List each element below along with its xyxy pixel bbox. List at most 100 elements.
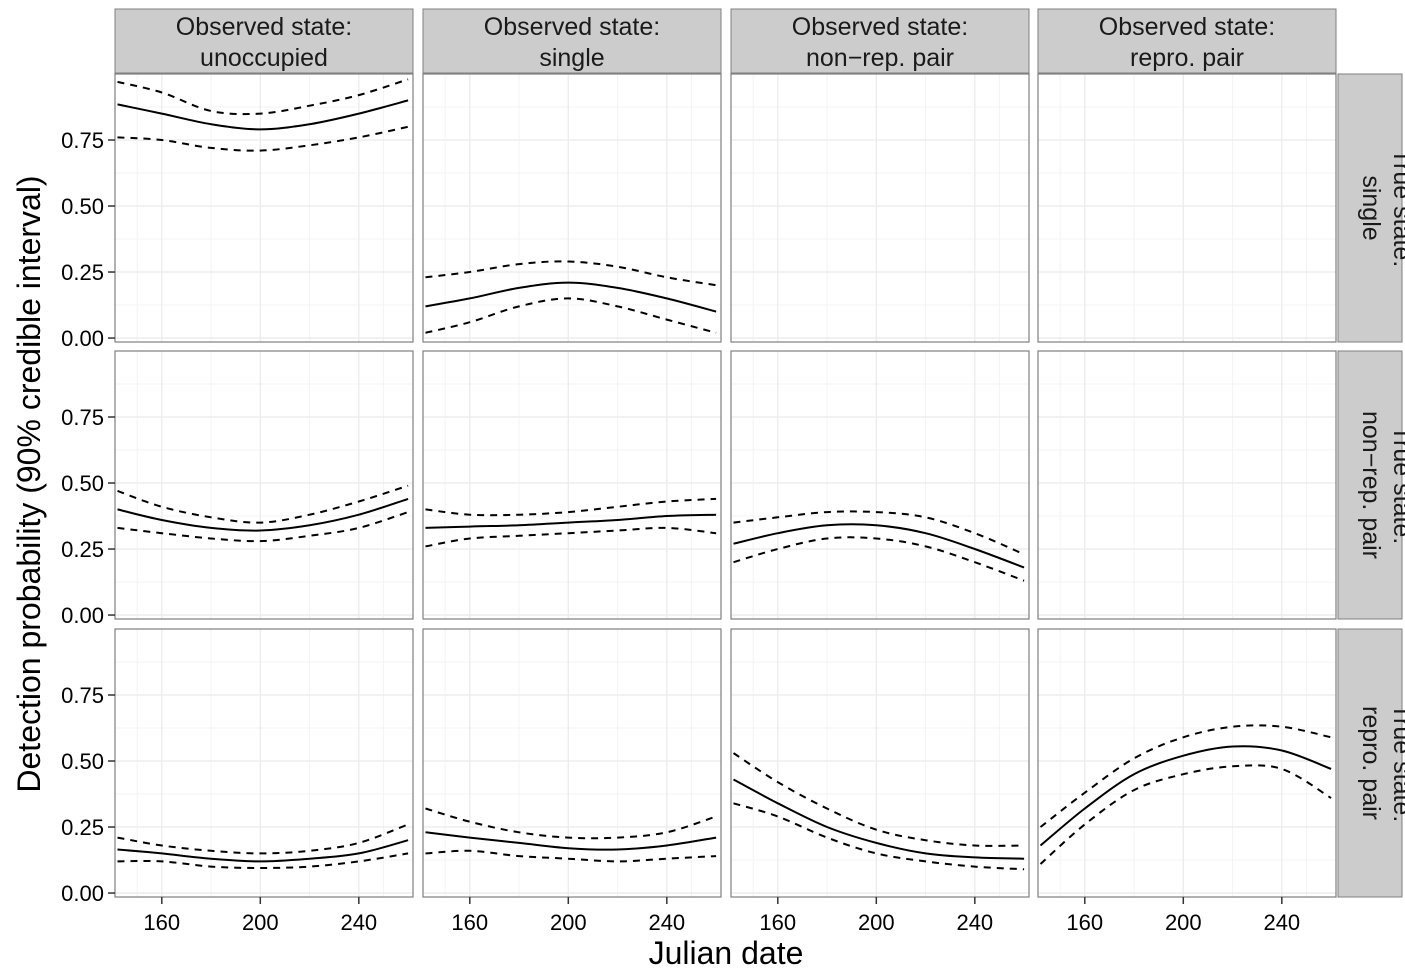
row-strip-bg xyxy=(1337,628,1403,898)
col-strip-bg xyxy=(114,8,414,74)
facet-panel xyxy=(1037,73,1337,343)
lower-bound-line xyxy=(117,511,409,543)
panel-border xyxy=(422,73,722,343)
facet-panel xyxy=(730,350,1030,620)
facet-panel xyxy=(114,73,414,343)
panel-bg xyxy=(731,351,1029,619)
upper-bound-line xyxy=(117,823,409,855)
panel-border xyxy=(730,350,1030,620)
row-strip-bg xyxy=(1337,73,1403,343)
mean-line xyxy=(733,778,1025,860)
lower-bound-line xyxy=(425,526,717,548)
facet-panel xyxy=(114,628,414,898)
x-tick-label: 240 xyxy=(1263,910,1300,935)
col-strip: Observed state: unoccupied xyxy=(114,8,414,74)
y-tick-label: 0.00 xyxy=(61,326,104,351)
row-strip-bg xyxy=(1337,350,1403,620)
facet-panel xyxy=(422,350,722,620)
panel-bg xyxy=(1038,351,1336,619)
panel-border xyxy=(1037,350,1337,620)
row-strip: True state:single xyxy=(1337,73,1405,343)
col-strip-label: repro. pair xyxy=(1130,44,1244,72)
x-tick-label: 160 xyxy=(451,910,488,935)
row-strip-label: True state: xyxy=(1388,149,1405,268)
mean-line xyxy=(733,523,1025,569)
panel-bg xyxy=(115,629,413,897)
x-axis-title: Julian date xyxy=(649,935,804,970)
x-tick-label: 200 xyxy=(550,910,587,935)
panel-border xyxy=(114,628,414,898)
panel-bg xyxy=(423,629,721,897)
x-tick-label: 160 xyxy=(1066,910,1103,935)
lower-bound-line xyxy=(1039,764,1332,865)
col-strip-bg xyxy=(422,8,722,74)
upper-bound-line xyxy=(117,78,409,116)
mean-line xyxy=(117,839,409,863)
upper-bound-line xyxy=(117,484,409,524)
row-strip-label: single xyxy=(1357,175,1385,240)
x-tick-label: 160 xyxy=(759,910,796,935)
col-strip-label: non−rep. pair xyxy=(806,44,954,72)
upper-bound-line xyxy=(732,752,1025,847)
panel-border xyxy=(1037,628,1337,898)
panel-bg xyxy=(731,74,1029,342)
upper-bound-line xyxy=(425,260,717,287)
facet-panel xyxy=(422,73,722,343)
x-tick-label: 240 xyxy=(340,910,377,935)
lower-bound-line xyxy=(117,125,409,152)
panel-border xyxy=(730,628,1030,898)
panel-border xyxy=(422,628,722,898)
facet-panel xyxy=(730,628,1030,898)
x-tick-label: 200 xyxy=(242,910,279,935)
y-tick-label: 0.00 xyxy=(61,881,104,906)
mean-line xyxy=(117,99,409,131)
x-tick-label: 160 xyxy=(143,910,180,935)
panel-bg xyxy=(115,74,413,342)
col-strip-label: Observed state: xyxy=(484,13,660,41)
col-strip-label: single xyxy=(539,44,604,72)
upper-bound-line xyxy=(425,497,717,517)
row-strip: True state:non−rep. pair xyxy=(1337,350,1405,620)
mean-line xyxy=(425,831,717,851)
panel-bg xyxy=(1038,74,1336,342)
panel-bg xyxy=(731,629,1029,897)
mean-line xyxy=(425,513,717,529)
panel-border xyxy=(730,73,1030,343)
facet-panel xyxy=(114,350,414,620)
y-tick-label: 0.25 xyxy=(61,537,104,562)
col-strip: Observed state: single xyxy=(422,8,722,74)
upper-bound-line xyxy=(1039,724,1332,828)
panel-border xyxy=(114,73,414,343)
panel-bg xyxy=(1038,629,1336,897)
lower-bound-line xyxy=(733,536,1025,582)
col-strip-bg xyxy=(1037,8,1337,74)
row-strip-label: non−rep. pair xyxy=(1357,411,1385,559)
row-strip-label: True state: xyxy=(1388,426,1405,545)
mean-line xyxy=(1039,745,1332,847)
panel-border xyxy=(422,350,722,620)
x-tick-label: 200 xyxy=(1165,910,1202,935)
col-strip-label: Observed state: xyxy=(792,13,968,41)
upper-bound-line xyxy=(733,510,1025,556)
col-strip-bg xyxy=(730,8,1030,74)
upper-bound-line xyxy=(425,807,717,840)
facet-panel xyxy=(1037,628,1337,898)
row-strip: True state:repro. pair xyxy=(1337,628,1405,898)
x-tick-label: 240 xyxy=(648,910,685,935)
panel-bg xyxy=(115,351,413,619)
panel-border xyxy=(114,350,414,620)
y-tick-label: 0.50 xyxy=(61,471,104,496)
mean-line xyxy=(117,497,409,532)
facet-panel xyxy=(730,73,1030,343)
y-tick-label: 0.00 xyxy=(61,603,104,628)
y-tick-label: 0.50 xyxy=(61,194,104,219)
col-strip: Observed state: repro. pair xyxy=(1037,8,1337,74)
x-tick-label: 240 xyxy=(956,910,993,935)
y-tick-label: 0.75 xyxy=(61,128,104,153)
col-strip: Observed state: non−rep. pair xyxy=(730,8,1030,74)
lower-bound-line xyxy=(733,802,1025,871)
x-tick-label: 200 xyxy=(858,910,895,935)
y-tick-label: 0.50 xyxy=(61,749,104,774)
col-strip-label: unoccupied xyxy=(200,44,328,72)
mean-line xyxy=(425,281,717,313)
